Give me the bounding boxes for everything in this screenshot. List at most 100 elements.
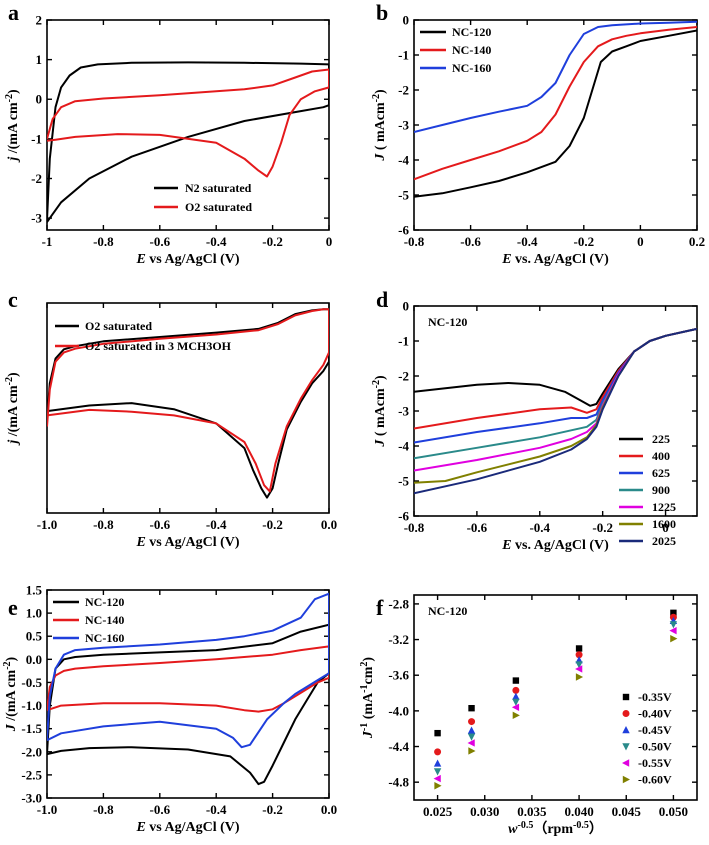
data-point (433, 768, 442, 776)
data-point (468, 718, 476, 726)
data-point (669, 621, 678, 629)
legend-marker (622, 759, 630, 767)
x-tick-label: -0.6 (150, 234, 171, 249)
data-point (511, 703, 520, 712)
legend: N2 saturated O2 saturated (154, 181, 252, 214)
legend-marker (622, 693, 630, 701)
data-point (512, 711, 520, 720)
x-axis-label: E vs Ag/AgCl (V) (135, 535, 239, 550)
data-point (433, 759, 442, 767)
y-tick-label: -2 (31, 171, 42, 186)
data-point (434, 782, 442, 790)
data-point (575, 645, 583, 652)
legend-label: NC-140 (85, 613, 124, 627)
x-tick-label: -0.6 (460, 234, 481, 249)
y-tick-label: -1.5 (21, 721, 42, 736)
y-tick-label: -6 (398, 509, 409, 524)
data-point (575, 651, 583, 659)
x-tick-label: -0.8 (93, 517, 114, 532)
y-tick-label: 0.5 (26, 629, 43, 644)
y-tick-label: 1.5 (26, 583, 43, 598)
legend-label: O2 saturated (85, 319, 152, 333)
x-tick-label: 0.035 (517, 804, 547, 819)
legend-label: -0.45V (638, 723, 672, 737)
legend-label: -0.40V (638, 707, 672, 721)
panel-label: d (376, 287, 388, 312)
x-tick-label: 0.045 (612, 804, 642, 819)
legend: -0.35V -0.40V -0.45V -0.50V -0.55V -0.60V (622, 690, 672, 787)
y-tick-label: -4.0 (388, 703, 409, 718)
series-line-n2-saturated (47, 61, 329, 223)
x-tick-label: 0.040 (564, 804, 593, 819)
y-axis-label: J ( mAcm-2) (371, 375, 389, 448)
data-point (468, 747, 476, 755)
y-tick-label: 0 (403, 13, 410, 28)
y-tick-label: -4 (398, 439, 409, 454)
data-point (512, 692, 520, 700)
y-axis-label: j /(mA cm-2) (4, 372, 22, 446)
legend-marker (622, 743, 630, 751)
x-tick-label: 0.2 (689, 234, 705, 249)
data-point (575, 673, 584, 681)
x-tick-label: 0 (637, 234, 644, 249)
y-tick-label: -3 (398, 404, 409, 419)
series-line-nc-160 (47, 592, 329, 749)
plot-frame (46, 589, 330, 799)
panel-f: f 0.025 0.030 0.035 0.040 0.045 0.050 -4.8 -4.4 -… (359, 594, 698, 837)
x-tick-label: -0.8 (93, 234, 114, 249)
legend-label: O2 saturated in 3 MCH3OH (85, 339, 232, 353)
legend: O2 saturated O2 saturated in 3 MCH3OH (55, 319, 232, 353)
data-point (512, 698, 520, 706)
x-tick-label: -0.2 (592, 520, 613, 535)
data-point (575, 665, 583, 673)
y-tick-label: -4.8 (388, 775, 409, 790)
data-point (433, 774, 441, 783)
series-line-nc-120 (414, 29, 697, 198)
x-tick-label: 0.030 (470, 804, 499, 819)
y-tick-label: 1.0 (26, 606, 42, 621)
y-tick-label: -2.8 (388, 596, 409, 611)
panel-label: b (376, 0, 388, 25)
data-point (512, 686, 520, 694)
legend-label: NC-120 (452, 25, 491, 39)
series-line-nc-120 (47, 623, 329, 786)
legend-label: O2 saturated (185, 200, 252, 214)
x-tick-label: -0.4 (206, 517, 227, 532)
plot-frame (413, 594, 698, 801)
panel-label: a (8, 0, 19, 25)
x-axis-label: E vs. Ag/AgCl (V) (501, 252, 609, 267)
x-tick-label: 0.025 (423, 804, 453, 819)
x-tick-label: -0.6 (150, 517, 171, 532)
series-line-625 (414, 327, 697, 444)
y-tick-label: -2 (398, 83, 409, 98)
y-axis-label: J /(mA cm-2) (2, 656, 20, 732)
x-axis-label: E vs. Ag/AgCl (V) (501, 538, 609, 553)
x-axis-label: E vs Ag/AgCl (V) (135, 252, 239, 267)
legend: NC-120 NC-140 NC-160 (53, 595, 124, 645)
data-point (670, 609, 677, 617)
y-tick-label: -1 (398, 48, 409, 63)
x-tick-label: 0.0 (321, 517, 337, 532)
y-tick-label: -3.6 (388, 668, 409, 683)
data-point (467, 739, 475, 747)
legend-label: 900 (652, 483, 670, 497)
x-tick-label: -0.2 (574, 234, 595, 249)
y-tick-label: -1.0 (21, 698, 42, 713)
y-tick-label: -3.0 (21, 791, 42, 806)
plot-frame (46, 19, 330, 231)
panel-b: b -0.8 -0.6 -0.4 -0.2 0 0.2 -6 -5 -4 -3 -2 -1 0 E vs. … (371, 0, 706, 267)
panel-annotation: NC-120 (428, 315, 467, 329)
panel-label: e (8, 595, 18, 620)
x-tick-label: -0.8 (404, 520, 425, 535)
legend-marker (622, 726, 630, 734)
y-tick-label: -5 (398, 474, 409, 489)
series-line-o2-saturated (47, 308, 329, 499)
panel-label: f (376, 595, 384, 620)
legend: 225 400 625 900 1225 1600 2025 (619, 432, 676, 548)
legend: NC-120 NC-140 NC-160 (420, 25, 491, 75)
y-tick-label: -3 (398, 118, 409, 133)
legend-label: -0.35V (638, 690, 672, 704)
series-line-nc-160 (414, 20, 697, 133)
y-tick-label: 0 (403, 299, 410, 314)
